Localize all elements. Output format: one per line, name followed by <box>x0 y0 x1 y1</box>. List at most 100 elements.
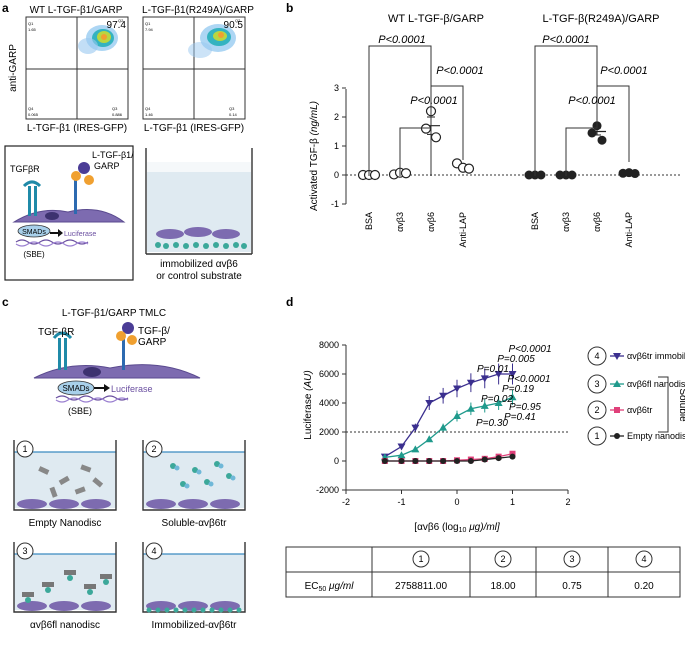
panel-c-integrin <box>182 607 188 613</box>
panel-c-integrin <box>226 473 232 479</box>
panel-d-xlabel: [αvβ6 (log10 μg)/ml] <box>414 522 500 534</box>
panel-b-point <box>536 170 546 180</box>
panel-d-pvalue: P<0.0001 <box>508 344 551 355</box>
panel-d-point <box>495 455 502 462</box>
flow-plot-2-xlabel: L-TGF-β1 (IRES-GFP) <box>144 123 244 134</box>
well-a: immobilized αvβ6 or control substrate <box>145 148 253 282</box>
panel-c-well-label: Empty Nanodisc <box>29 518 102 529</box>
panel-c-integrin <box>173 607 179 613</box>
panel-c-nanodisc <box>84 584 96 589</box>
ec50-value-4: 0.20 <box>634 581 654 592</box>
panel-d-point <box>466 404 475 412</box>
panel-d-legend-circle <box>587 346 607 366</box>
panel-d-point <box>509 453 516 460</box>
ec50-header-num: 1 <box>418 554 423 564</box>
panel-c-nanodisc <box>49 486 58 498</box>
panel-b-point <box>597 135 607 145</box>
panel-d-point <box>614 433 620 439</box>
flow-plot-1-q1-val: 1.65 <box>28 27 37 32</box>
flow-plot-2-q3: Q3 <box>229 106 235 111</box>
panel-c-cell <box>17 499 47 509</box>
panel-d-point <box>614 407 620 413</box>
panel-d-ylabel: Luciferase (AU) <box>303 370 314 439</box>
panel-b-ytick-label: 1 <box>334 141 339 151</box>
panel-c-nanodisc <box>80 464 92 473</box>
panel-b-p-1: P<0.0001 <box>378 34 425 46</box>
ec50-header-num: 4 <box>641 554 646 564</box>
ec50-header-num: 3 <box>569 554 574 564</box>
panel-d-point <box>453 412 461 420</box>
panel-b-yticks: 3 2 1 0 -1 <box>331 83 346 209</box>
panel-c-integrin <box>230 475 236 481</box>
schematic-a: TGFβR L-TGF-β1/ GARP SMADs Luciferase (S… <box>4 145 134 281</box>
panel-c-complex-1: TGF-β/ <box>138 326 170 337</box>
panel-c-integrin <box>200 607 206 613</box>
panel-d-point <box>453 385 461 393</box>
panel-d-ytick-label: 4000 <box>319 398 339 408</box>
panel-d-series-3 <box>380 389 517 461</box>
panel-c-integrin <box>191 607 197 613</box>
panel-c-integrin <box>227 607 233 613</box>
panel-d-pvalue: P<0.0001 <box>507 374 550 385</box>
flow-plot-1-ylabel: anti-GARP <box>8 44 19 92</box>
panel-c-integrin <box>155 607 161 613</box>
well-a-integrins <box>155 242 247 249</box>
panel-b-p-4: P<0.0001 <box>542 34 589 46</box>
panel-c-well-label: Soluble-αvβ6tr <box>162 518 228 529</box>
panel-d-pvalue: P=0.19 <box>502 384 534 395</box>
flow-plot-2-density <box>188 24 236 58</box>
schematic-a-complex-2: GARP <box>94 161 120 171</box>
panel-b-group-2-title: L-TGF-β(R249A)/GARP <box>543 13 660 25</box>
panel-c-well-number: 1 <box>22 444 27 454</box>
panel-c-integrin <box>146 607 152 613</box>
panel-d-point <box>411 424 420 432</box>
panel-c-nanodisc <box>58 475 70 486</box>
panel-c-schematic: L-TGF-β1/GARP TMLC TGF-βR TGF-β/ GARP SM… <box>33 308 201 416</box>
ec50-table: 1 2 3 4 EC50 μg/ml 2758811.00 18.00 0.75 0.… <box>285 546 681 598</box>
panel-d-pvalue: P=0.005 <box>497 354 535 365</box>
panel-c-cell <box>210 601 240 611</box>
flow-plot-2-percent: 90.5 <box>224 20 244 31</box>
panel-c-well-4: 4 Immobilized-αvβ6tr <box>142 542 246 631</box>
flow-plot-1-title: WT L-TGF-β1/GARP <box>30 5 123 16</box>
panel-d-xtick-label: 2 <box>565 497 570 507</box>
ec50-table-header: 1 2 3 4 <box>412 550 653 568</box>
ec50-header-circle <box>412 550 430 568</box>
panel-d-ytick-label: 8000 <box>319 340 339 350</box>
panel-b-point <box>587 128 597 138</box>
panel-c-well-medium <box>14 554 116 610</box>
panel-d-point <box>397 443 406 451</box>
panel-c-integrin <box>67 575 73 581</box>
panel-label-a: a <box>2 1 9 15</box>
panel-b-brackets <box>368 45 630 176</box>
panel-b-p-3: P<0.0001 <box>410 95 457 107</box>
panel-c-complex-2: GARP <box>138 337 167 348</box>
ec50-header-circle <box>494 550 512 568</box>
schematic-a-luciferase: Luciferase <box>64 231 96 238</box>
flow-plot-2-q3-val: 0.14 <box>229 112 238 117</box>
panel-c-well-outline <box>13 440 117 511</box>
panel-c-integrin <box>87 589 93 595</box>
flow-plot-1-q3: Q3 <box>112 106 118 111</box>
panel-d-legend-num: 1 <box>594 431 599 441</box>
panel-c-nanodisc <box>42 582 54 587</box>
panel-d-point <box>481 456 488 463</box>
panel-b-point <box>430 132 442 143</box>
panel-c-integrin <box>214 461 220 467</box>
panel-b-xlabel: αvβ3 <box>561 212 571 232</box>
panel-c-well-label: αvβ6fl nanodisc <box>30 620 100 631</box>
panel-d-point <box>412 458 419 464</box>
panel-b-xlabel: Anti-LAP <box>458 212 468 248</box>
panel-c-well-number: 4 <box>151 546 156 556</box>
panel-c-integrin <box>184 483 190 489</box>
schematic-a-sbe: (SBE) <box>23 250 45 259</box>
panel-c-integrin <box>103 579 109 585</box>
panel-d-legend-label: αvβ6tr immobilized <box>627 351 685 361</box>
panel-d-point <box>398 458 405 464</box>
panel-d-ytick-label: -2000 <box>316 485 339 495</box>
panel-d-series-1 <box>381 453 516 464</box>
panel-c-cell <box>146 499 176 509</box>
panel-b-xlabels: BSA αvβ3 αvβ6 Anti-LAP BSA αvβ3 αvβ6 Anti-LAP <box>364 212 634 248</box>
panel-d-legend-circle <box>587 374 607 394</box>
